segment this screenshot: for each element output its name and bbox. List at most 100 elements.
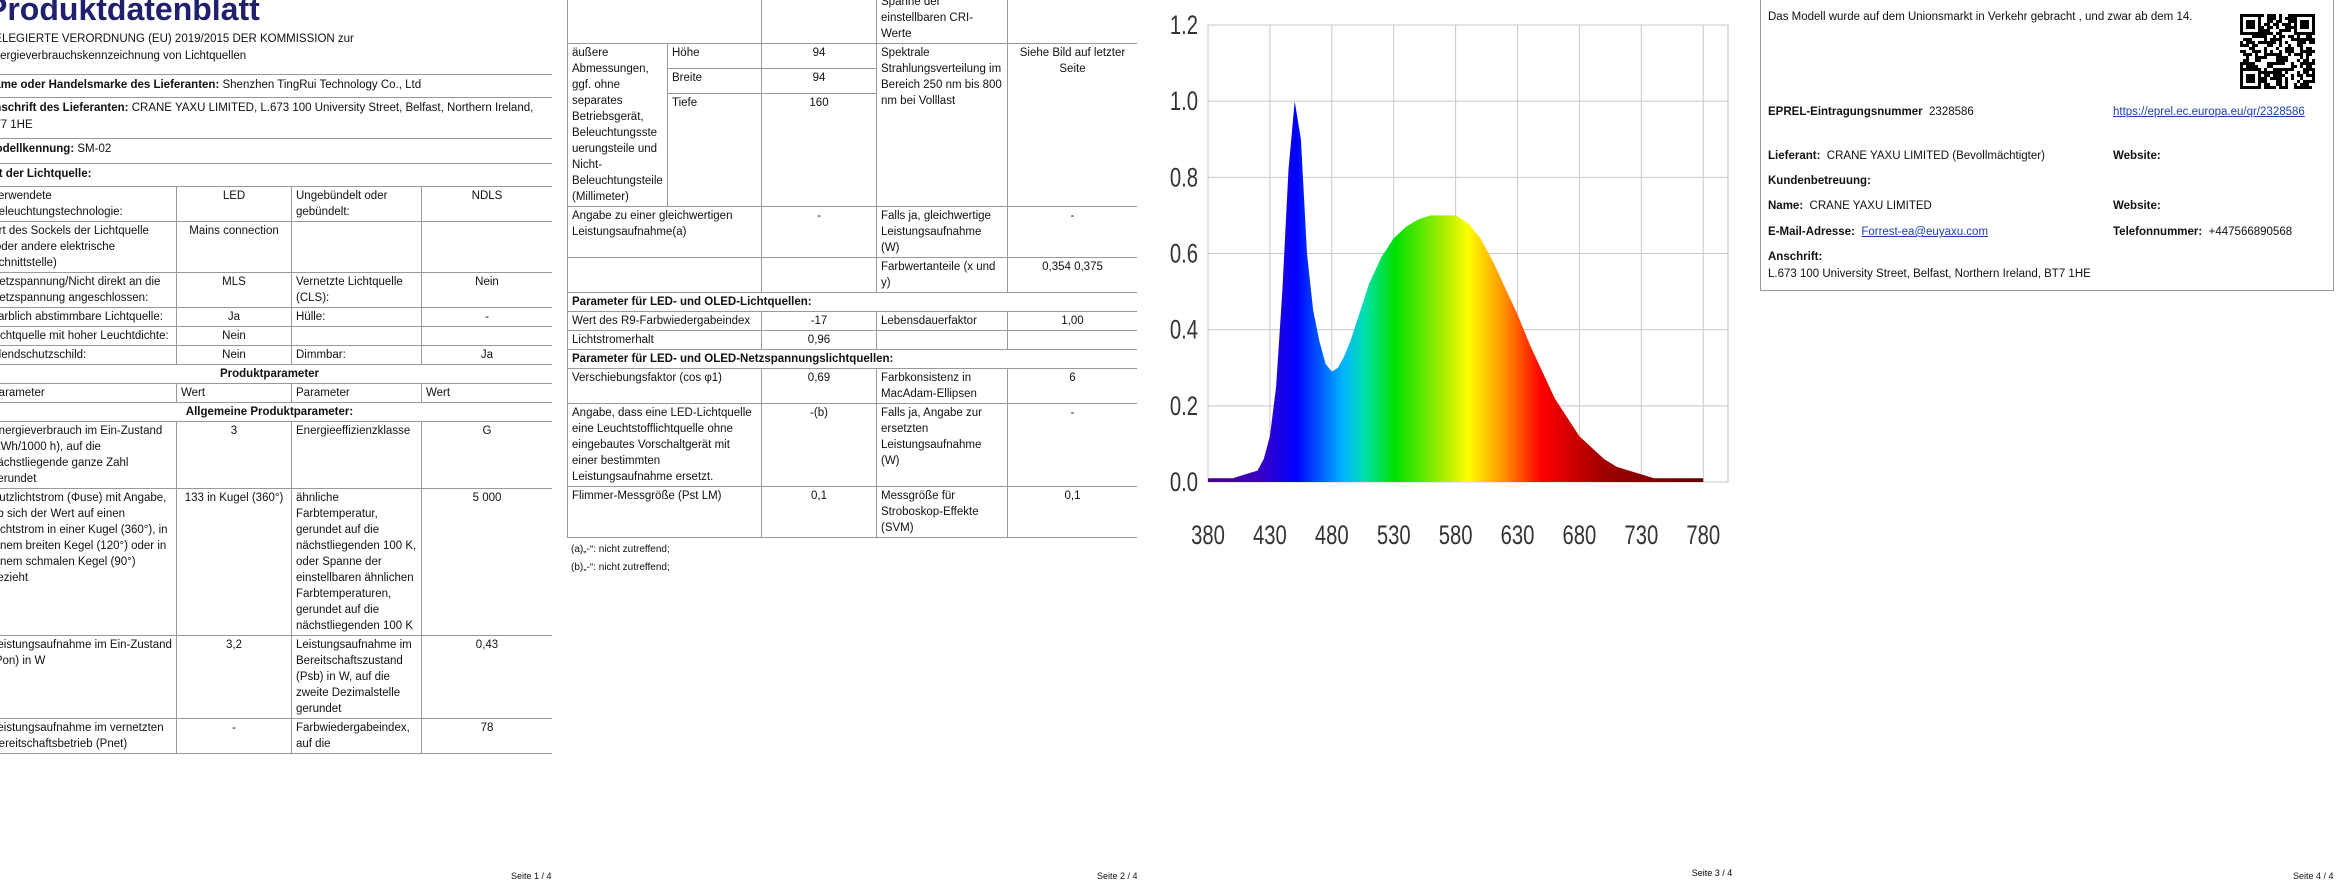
qr-module bbox=[2300, 38, 2303, 41]
qr-module bbox=[2273, 86, 2276, 89]
qr-module bbox=[2252, 32, 2255, 35]
supplier: Lieferant: CRANE YAXU LIMITED (Bevollmäc… bbox=[1768, 148, 2045, 165]
row: Flimmer-Messgröße (Pst LM) 0,1 Messgröße f… bbox=[567, 486, 1137, 538]
cell: Parameter bbox=[0, 383, 177, 403]
qr-module bbox=[2285, 50, 2288, 53]
qr-module bbox=[2264, 50, 2267, 53]
qr-module bbox=[2243, 44, 2246, 47]
label: Anschrift des Lieferanten: bbox=[0, 102, 129, 114]
qr-module bbox=[2258, 77, 2261, 80]
qr-module bbox=[2270, 32, 2273, 35]
qr-module bbox=[2312, 77, 2315, 80]
qr-module bbox=[2261, 77, 2264, 80]
qr-module bbox=[2273, 23, 2276, 26]
qr-module bbox=[2258, 26, 2261, 29]
qr-module bbox=[2252, 44, 2255, 47]
label: Name: bbox=[1768, 200, 1804, 212]
cell: Wert des R9-Farbwiedergabeindex bbox=[567, 311, 762, 331]
name: Name: CRANE YAXU LIMITED bbox=[1768, 198, 1932, 215]
qr-module bbox=[2276, 83, 2279, 86]
qr-module bbox=[2276, 23, 2279, 26]
qr-module bbox=[2267, 17, 2270, 20]
email: E-Mail-Adresse: Forrest-ea@euyaxu.com bbox=[1768, 224, 1988, 241]
qr-module bbox=[2288, 50, 2291, 53]
qr-module bbox=[2306, 47, 2309, 50]
value: CRANE YAXU LIMITED, L.673 100 University… bbox=[0, 102, 534, 131]
row: Verschiebungsfaktor (cos φ1) 0,69 Farbkons… bbox=[567, 368, 1137, 404]
qr-module bbox=[2291, 74, 2294, 77]
qr-module bbox=[2288, 68, 2291, 71]
qr-module bbox=[2288, 47, 2291, 50]
cell: Leistungsaufnahme im Bereitschaftszustan… bbox=[291, 635, 422, 719]
qr-module bbox=[2288, 17, 2291, 20]
cell: 0,43 bbox=[421, 635, 552, 719]
qr-module bbox=[2267, 62, 2270, 65]
qr-module bbox=[2240, 65, 2243, 68]
qr-module bbox=[2270, 53, 2273, 56]
qr-module bbox=[2282, 59, 2285, 62]
qr-module bbox=[2258, 56, 2261, 59]
qr-module bbox=[2267, 23, 2270, 26]
qr-module bbox=[2294, 20, 2297, 23]
qr-module bbox=[2240, 68, 2243, 71]
email-link[interactable]: Forrest-ea@euyaxu.com bbox=[1861, 226, 1989, 238]
qr-module bbox=[2279, 59, 2282, 62]
cell: Falls ja, gleichwertige Leistungsaufnahm… bbox=[876, 206, 1008, 258]
qr-module bbox=[2240, 29, 2243, 32]
cell: Parameter für LED- und OLED-Lichtquellen… bbox=[567, 292, 1137, 312]
qr-module bbox=[2297, 59, 2300, 62]
footnote: (a)„-“: nicht zutreffend; bbox=[571, 544, 670, 555]
qr-module bbox=[2306, 26, 2309, 29]
qr-module bbox=[2297, 71, 2300, 74]
qr-module bbox=[2312, 68, 2315, 71]
cell: -17 bbox=[761, 311, 877, 331]
page-2: für CLS in W, auf die zweite Dezimalstel… bbox=[567, 0, 1137, 882]
qr-module bbox=[2285, 29, 2288, 32]
cell bbox=[567, 257, 762, 293]
qr-module bbox=[2291, 26, 2294, 29]
qr-module bbox=[2270, 17, 2273, 20]
qr-module bbox=[2309, 41, 2312, 44]
eprel-link[interactable]: https://eprel.ec.europa.eu/qr/2328586 bbox=[2113, 106, 2305, 118]
qr-module bbox=[2294, 53, 2297, 56]
qr-module bbox=[2252, 86, 2255, 89]
qr-module bbox=[2264, 38, 2267, 41]
page-footer: Seite 2 / 4 bbox=[1097, 871, 1137, 881]
cell: Allgemeine Produktparameter: bbox=[0, 402, 552, 422]
y-tick-label: 1.2 bbox=[1170, 10, 1198, 41]
qr-module bbox=[2243, 59, 2246, 62]
qr-module bbox=[2246, 80, 2249, 83]
cell: 78 bbox=[421, 718, 552, 754]
label: Telefonnummer: bbox=[2113, 226, 2203, 238]
qr-module bbox=[2297, 35, 2300, 38]
qr-module bbox=[2312, 17, 2315, 20]
qr-module bbox=[2282, 62, 2285, 65]
qr-module bbox=[2249, 26, 2252, 29]
label: Lieferant: bbox=[1768, 150, 1821, 162]
qr-module bbox=[2252, 35, 2255, 38]
qr-module bbox=[2285, 26, 2288, 29]
qr-module bbox=[2270, 86, 2273, 89]
qr-module bbox=[2279, 38, 2282, 41]
cell: Nutzlichtstrom (Φuse) mit Angabe, ob sic… bbox=[0, 488, 177, 636]
qr-module bbox=[2312, 50, 2315, 53]
y-tick-label: 0.8 bbox=[1170, 163, 1198, 194]
qr-module bbox=[2276, 20, 2279, 23]
qr-module bbox=[2261, 41, 2264, 44]
qr-module bbox=[2306, 62, 2309, 65]
value: Shenzhen TingRui Technology Co., Ltd bbox=[222, 79, 422, 91]
qr-module bbox=[2306, 50, 2309, 53]
page-4: Das Modell wurde auf dem Unionsmarkt in … bbox=[1760, 0, 2340, 882]
qr-module bbox=[2270, 44, 2273, 47]
label: Modellkennung: bbox=[0, 143, 75, 155]
qr-module bbox=[2312, 80, 2315, 83]
qr-module bbox=[2270, 65, 2273, 68]
row: für CLS in W, auf die zweite Dezimalstel… bbox=[567, 0, 1137, 44]
cell: Blendschutzschild: bbox=[0, 345, 177, 365]
qr-module bbox=[2249, 62, 2252, 65]
qr-module bbox=[2309, 38, 2312, 41]
qr-module bbox=[2300, 20, 2303, 23]
qr-module bbox=[2279, 83, 2282, 86]
qr-module bbox=[2255, 50, 2258, 53]
qr-module bbox=[2303, 83, 2306, 86]
